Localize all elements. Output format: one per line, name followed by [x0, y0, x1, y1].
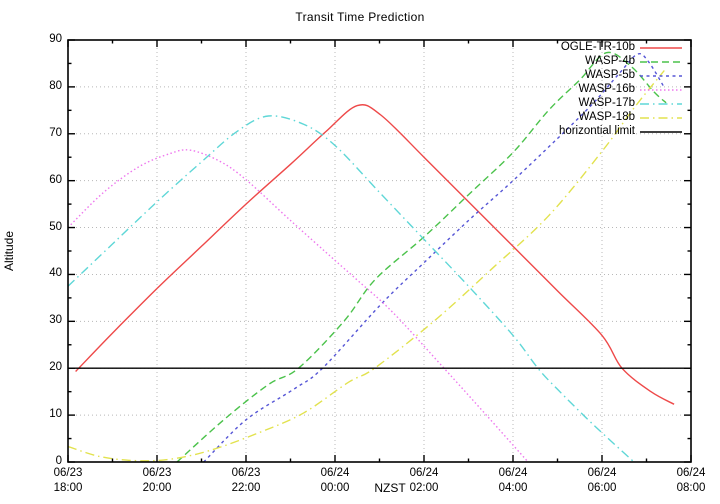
x-tick-label: 06/23 22:00	[218, 466, 274, 496]
legend-label-wasp-17b: WASP-17b	[578, 97, 635, 109]
legend-label-ogle-tr-10b: OGLE-TR-10b	[560, 41, 635, 53]
x-tick-date: 06/23	[142, 467, 172, 479]
x-tick-label: 06/24 02:00	[396, 466, 452, 496]
x-tick-date: 06/23	[53, 467, 83, 479]
series-line-wasp-4b	[176, 51, 667, 462]
x-tick-time: 02:00	[409, 482, 439, 494]
y-tick-label: 80	[49, 79, 62, 92]
x-tick-label: 06/24 08:00	[663, 466, 719, 496]
legend-label-wasp-18b: WASP-18b	[578, 111, 635, 123]
x-tick-date: 06/23	[231, 467, 261, 479]
y-axis-label: Altitude	[2, 230, 16, 272]
x-tick-label: 06/24 06:00	[574, 466, 630, 496]
y-tick-label: 40	[49, 267, 62, 280]
legend-label-wasp-4b: WASP-4b	[584, 55, 635, 67]
legend-label-horizontial limit: horizontial limit	[558, 125, 635, 137]
y-tick-label: 70	[49, 126, 62, 139]
y-tick-label: 0	[55, 455, 62, 467]
x-tick-label: 06/23 18:00	[40, 466, 96, 496]
x-tick-time: 00:00	[320, 482, 350, 494]
x-tick-date: 06/24	[676, 467, 706, 479]
x-tick-label: 06/23 20:00	[129, 466, 185, 496]
y-tick-label: 90	[49, 33, 62, 45]
series-line-ogle-tr-10b	[75, 104, 675, 405]
x-axis-label: NZST	[374, 481, 406, 495]
legend-label-wasp-5b: WASP-5b	[584, 69, 635, 81]
y-tick-label: 60	[49, 173, 62, 186]
x-tick-label: 06/24 04:00	[485, 466, 541, 496]
series-line-wasp-17b	[68, 115, 635, 462]
x-tick-date: 06/24	[409, 467, 439, 479]
x-tick-time: 04:00	[498, 482, 528, 494]
series-line-wasp-16b	[68, 149, 529, 462]
x-tick-date: 06/24	[498, 467, 528, 479]
y-tick-label: 50	[49, 220, 62, 233]
chart-title: Transit Time Prediction	[295, 10, 425, 24]
y-tick-label: 20	[49, 361, 62, 374]
x-tick-date: 06/24	[320, 467, 350, 479]
x-tick-date: 06/24	[587, 467, 617, 479]
x-tick-time: 20:00	[142, 482, 172, 494]
series-line-wasp-18b	[68, 70, 665, 462]
x-tick-time: 06:00	[587, 482, 617, 494]
y-tick-label: 10	[49, 408, 62, 421]
x-tick-time: 18:00	[53, 482, 83, 494]
x-tick-label: 06/24 00:00	[307, 466, 363, 496]
y-tick-label: 30	[49, 314, 62, 327]
x-tick-time: 08:00	[676, 482, 706, 494]
legend-label-wasp-16b: WASP-16b	[578, 83, 635, 95]
x-tick-time: 22:00	[231, 482, 261, 494]
